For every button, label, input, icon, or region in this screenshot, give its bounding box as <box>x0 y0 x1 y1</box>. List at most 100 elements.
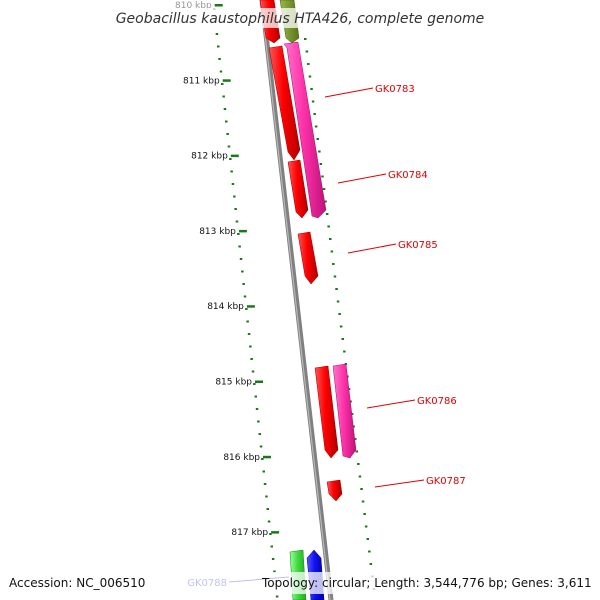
track-dot <box>238 245 241 248</box>
genome-backbone-highlight <box>260 0 331 600</box>
callout-line <box>347 243 397 254</box>
track-dot <box>361 500 365 503</box>
track-dot <box>336 300 340 303</box>
track-dot <box>325 213 329 215</box>
title-backdrop <box>114 8 486 28</box>
cds-feature[interactable] <box>332 363 357 459</box>
track-dot <box>242 283 245 285</box>
track-dot <box>231 183 235 185</box>
cds-feature[interactable] <box>297 231 319 285</box>
track-dot <box>237 233 240 235</box>
track-dot <box>363 513 366 515</box>
tick-label: 816 kbp <box>223 453 260 463</box>
track-dot <box>270 545 273 548</box>
track-dot <box>368 550 371 553</box>
track-dot <box>275 595 279 598</box>
tick-label: 814 kbp <box>207 302 244 312</box>
callout-line <box>366 399 416 409</box>
track-dot <box>219 70 223 73</box>
track-dot <box>254 395 257 398</box>
track-dot <box>218 58 221 60</box>
track-dot <box>249 345 252 348</box>
track-dot <box>263 483 267 485</box>
tick-mark <box>263 455 271 459</box>
track-dot <box>369 563 373 565</box>
page-title: Geobacillus kaustophilus HTA426, complet… <box>116 11 485 27</box>
gene-label-gk0784[interactable]: GK0784 <box>388 170 428 181</box>
track-dot <box>341 338 344 340</box>
track-dot <box>324 200 327 203</box>
track-dot <box>321 175 324 178</box>
track-dot <box>307 63 310 65</box>
track-dot <box>338 313 341 315</box>
track-dot <box>352 425 355 428</box>
track-dot <box>322 188 326 190</box>
tick-mark <box>214 4 223 7</box>
tick-label: 813 kbp <box>199 227 236 237</box>
track-dot <box>217 45 220 48</box>
cds-feature[interactable] <box>326 479 343 502</box>
track-dot <box>354 438 357 440</box>
track-dot <box>246 320 249 323</box>
callout-line <box>374 479 425 488</box>
track-dot <box>308 75 312 78</box>
track-dot <box>329 238 332 240</box>
genome-backbone <box>259 0 334 600</box>
tick-mark <box>255 380 263 383</box>
track-dot <box>239 258 243 260</box>
track-dot <box>358 475 362 478</box>
track-dot <box>310 88 313 90</box>
track-dot <box>304 38 307 40</box>
track-dot <box>222 95 225 98</box>
track-dot <box>215 33 219 35</box>
track-dot <box>245 308 248 310</box>
tick-label: 811 kbp <box>183 76 220 86</box>
track-dot <box>262 470 265 473</box>
track-dot <box>319 163 323 165</box>
track-dot <box>253 383 256 385</box>
cds-feature[interactable] <box>268 45 301 161</box>
topology-text: Topology: circular; Length: 3,544,776 bp… <box>261 576 592 590</box>
tick-mark <box>238 229 247 233</box>
track-dot <box>273 570 276 573</box>
left-dotted-track <box>213 8 279 598</box>
tick-label: 815 kbp <box>215 378 252 388</box>
scale-ticks: 810 kbp 811 kbp 812 kbp 813 kbp 814 kbp 815 k… <box>175 1 280 538</box>
outer-cds-track <box>279 0 357 600</box>
track-dot <box>247 333 251 335</box>
right-dotted-track <box>304 38 376 590</box>
tick-label: 810 kbp <box>175 1 212 11</box>
track-dot <box>314 125 318 128</box>
track-dot <box>221 83 224 85</box>
track-dot <box>316 138 319 140</box>
track-dot <box>255 408 259 410</box>
cds-feature[interactable] <box>314 365 339 459</box>
gene-label-gk0787[interactable]: GK0787 <box>426 476 466 487</box>
track-dot <box>339 325 343 328</box>
cds-feature[interactable] <box>283 41 327 219</box>
gene-label-gk0785[interactable]: GK0785 <box>398 240 438 251</box>
track-dot <box>233 195 236 198</box>
track-dot <box>350 413 354 415</box>
gene-callouts: GK0783GK0784GK0785GK0786GK0787GK0788 <box>187 84 466 589</box>
track-dot <box>230 170 233 173</box>
track-dot <box>333 275 337 278</box>
track-dot <box>267 520 271 523</box>
gene-label-gk0786[interactable]: GK0786 <box>417 396 457 407</box>
tick-mark <box>222 79 231 82</box>
gene-label-gk0783[interactable]: GK0783 <box>375 84 415 95</box>
cds-feature[interactable] <box>287 159 309 219</box>
track-dot <box>261 458 264 460</box>
track-dot <box>335 288 338 290</box>
track-dot <box>265 495 268 498</box>
track-dot <box>330 250 334 253</box>
track-dot <box>269 533 272 535</box>
track-dot <box>311 100 315 103</box>
tick-mark <box>230 154 239 158</box>
tick-mark <box>246 305 255 308</box>
track-dot <box>250 358 253 360</box>
track-dot <box>226 133 229 135</box>
track-dot <box>227 145 231 148</box>
callout-line <box>337 173 387 184</box>
accession-text: Accession: NC_006510 <box>9 576 145 590</box>
